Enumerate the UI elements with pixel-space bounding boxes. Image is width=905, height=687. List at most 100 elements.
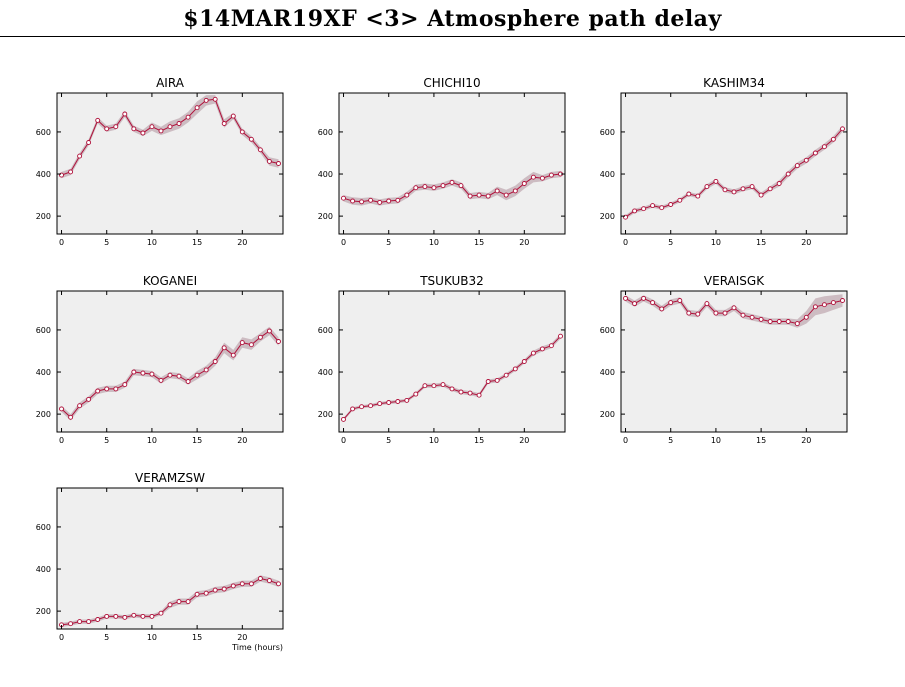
data-point xyxy=(539,346,545,352)
y-tick-label: 400 xyxy=(36,170,51,179)
plot-frame xyxy=(338,92,566,235)
x-tick-label: 15 xyxy=(756,436,766,445)
data-point xyxy=(776,319,782,324)
data-point xyxy=(203,97,209,103)
data-point xyxy=(368,197,374,203)
data-point xyxy=(632,301,638,307)
plot-frame xyxy=(56,92,284,235)
x-tick-label: 5 xyxy=(668,436,673,445)
data-point xyxy=(221,121,227,126)
x-tick-label: 5 xyxy=(104,436,109,445)
data-point xyxy=(677,197,683,203)
data-point xyxy=(749,184,755,190)
data-point xyxy=(350,198,356,204)
data-point xyxy=(257,147,263,153)
data-point xyxy=(830,300,836,306)
data-point xyxy=(149,371,155,377)
plot-area xyxy=(57,93,283,234)
plot-area xyxy=(339,93,565,234)
data-point xyxy=(677,298,683,303)
data-point xyxy=(158,610,164,616)
plot-area xyxy=(339,291,565,432)
data-point xyxy=(476,392,482,398)
data-point xyxy=(758,192,764,198)
data-point xyxy=(377,401,383,407)
data-point xyxy=(668,202,674,207)
x-tick-label: 20 xyxy=(237,238,247,247)
data-point xyxy=(686,310,692,316)
data-point xyxy=(167,124,173,130)
data-point xyxy=(530,350,536,356)
data-point xyxy=(140,613,146,619)
data-point xyxy=(86,619,92,625)
x-tick-label: 20 xyxy=(801,436,811,445)
plot-frame xyxy=(620,92,848,235)
chart-title: CHICHI10 xyxy=(423,76,480,90)
data-point xyxy=(623,295,628,301)
data-point xyxy=(485,193,491,199)
data-point xyxy=(785,171,791,177)
y-tick-label: 200 xyxy=(318,212,333,221)
data-point xyxy=(185,379,191,384)
data-point xyxy=(840,298,845,303)
data-point xyxy=(521,181,527,186)
y-tick-label: 200 xyxy=(36,410,51,419)
data-point xyxy=(239,581,245,587)
data-point xyxy=(776,181,782,186)
data-point xyxy=(104,126,110,132)
chart-panel: 0 5 10 15 20 200 400 600 AIRA xyxy=(36,76,284,247)
data-point xyxy=(68,621,74,627)
data-point xyxy=(239,129,245,135)
data-point xyxy=(695,193,701,199)
data-point xyxy=(122,614,128,620)
data-point xyxy=(767,319,773,324)
data-point xyxy=(758,316,764,322)
data-point xyxy=(113,124,119,130)
data-point xyxy=(113,386,119,392)
data-point xyxy=(494,377,500,383)
data-point xyxy=(386,400,392,405)
data-point xyxy=(521,359,527,364)
data-point xyxy=(185,599,191,605)
x-tick-label: 20 xyxy=(237,436,247,445)
data-point xyxy=(68,414,74,420)
data-point xyxy=(650,203,656,209)
data-point xyxy=(266,158,272,164)
data-point xyxy=(641,206,647,212)
x-tick-label: 10 xyxy=(711,238,721,247)
data-point xyxy=(458,183,464,189)
data-point xyxy=(230,113,236,119)
data-point xyxy=(449,386,455,392)
data-point xyxy=(512,188,518,194)
x-tick-label: 0 xyxy=(623,436,628,445)
data-point xyxy=(740,186,746,192)
x-tick-label: 0 xyxy=(623,238,628,247)
data-point xyxy=(686,191,692,197)
data-point xyxy=(167,602,173,608)
data-point xyxy=(722,187,728,193)
chart-title: KASHIM34 xyxy=(703,76,765,90)
x-tick-label: 0 xyxy=(59,633,64,642)
data-point xyxy=(212,359,218,364)
data-point xyxy=(203,590,209,596)
data-point xyxy=(149,613,155,619)
data-point xyxy=(140,130,146,136)
data-point xyxy=(221,345,227,351)
data-point xyxy=(257,334,263,340)
y-tick-label: 400 xyxy=(600,170,615,179)
y-tick-label: 400 xyxy=(600,368,615,377)
data-point xyxy=(704,301,710,307)
x-tick-label: 15 xyxy=(756,238,766,247)
data-point xyxy=(785,319,791,324)
title-divider xyxy=(0,36,905,37)
x-tick-label: 15 xyxy=(192,238,202,247)
x-tick-label: 0 xyxy=(59,436,64,445)
data-point xyxy=(77,619,83,625)
data-point xyxy=(422,184,428,190)
y-tick-label: 600 xyxy=(36,128,51,137)
data-point xyxy=(104,386,110,392)
data-point xyxy=(239,340,245,346)
data-point xyxy=(458,389,464,395)
data-point xyxy=(803,157,809,163)
data-point xyxy=(449,179,455,185)
